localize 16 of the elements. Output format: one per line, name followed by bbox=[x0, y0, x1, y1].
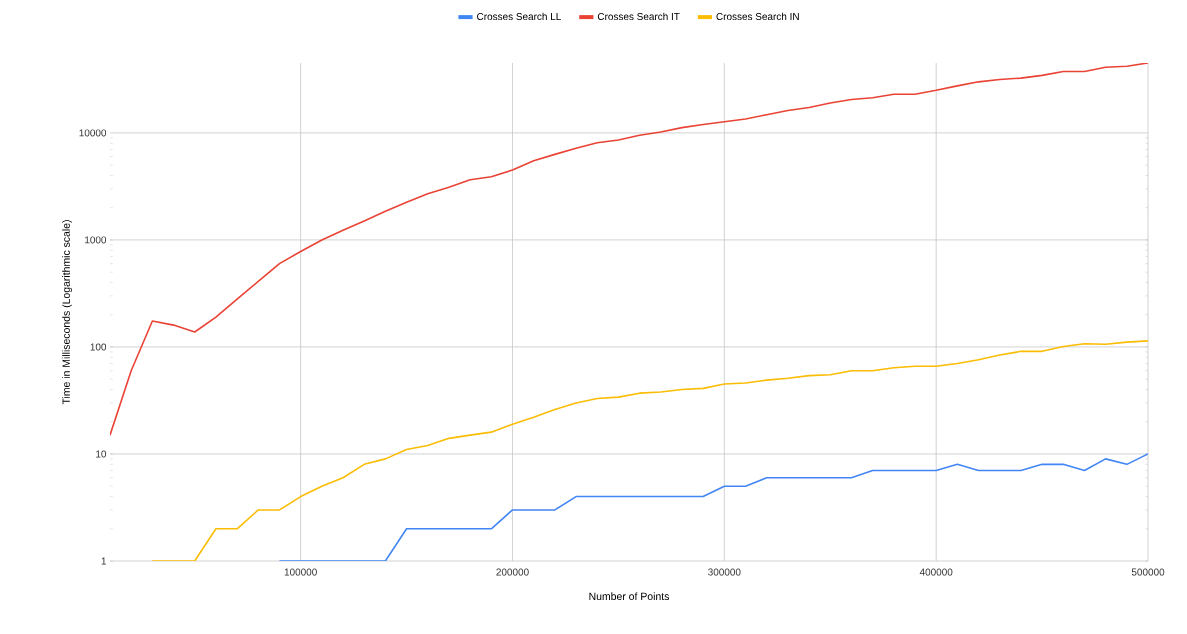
y-tick-label: 1000 bbox=[85, 236, 107, 244]
y-tick-label: 10000 bbox=[79, 129, 107, 137]
x-tick-label: 100000 bbox=[284, 568, 317, 576]
y-tick-label: 100 bbox=[90, 343, 107, 351]
legend-label: Crosses Search IT bbox=[597, 12, 680, 21]
x-axis-title: Number of Points bbox=[589, 592, 670, 601]
x-tick-label: 300000 bbox=[708, 568, 741, 576]
x-tick-label: 500000 bbox=[1131, 568, 1165, 576]
y-tick-label: 1 bbox=[101, 557, 106, 565]
line-series bbox=[110, 63, 1149, 436]
x-tick-label: 200000 bbox=[496, 568, 529, 576]
legend-label: Crosses Search IN bbox=[716, 12, 799, 21]
x-tick-label: 400000 bbox=[919, 568, 953, 576]
y-axis-title: Time in Milliseconds (Logarithmic scale) bbox=[62, 220, 72, 405]
y-tick-label: 10 bbox=[96, 450, 107, 458]
legend-label: Crosses Search LL bbox=[477, 12, 561, 21]
